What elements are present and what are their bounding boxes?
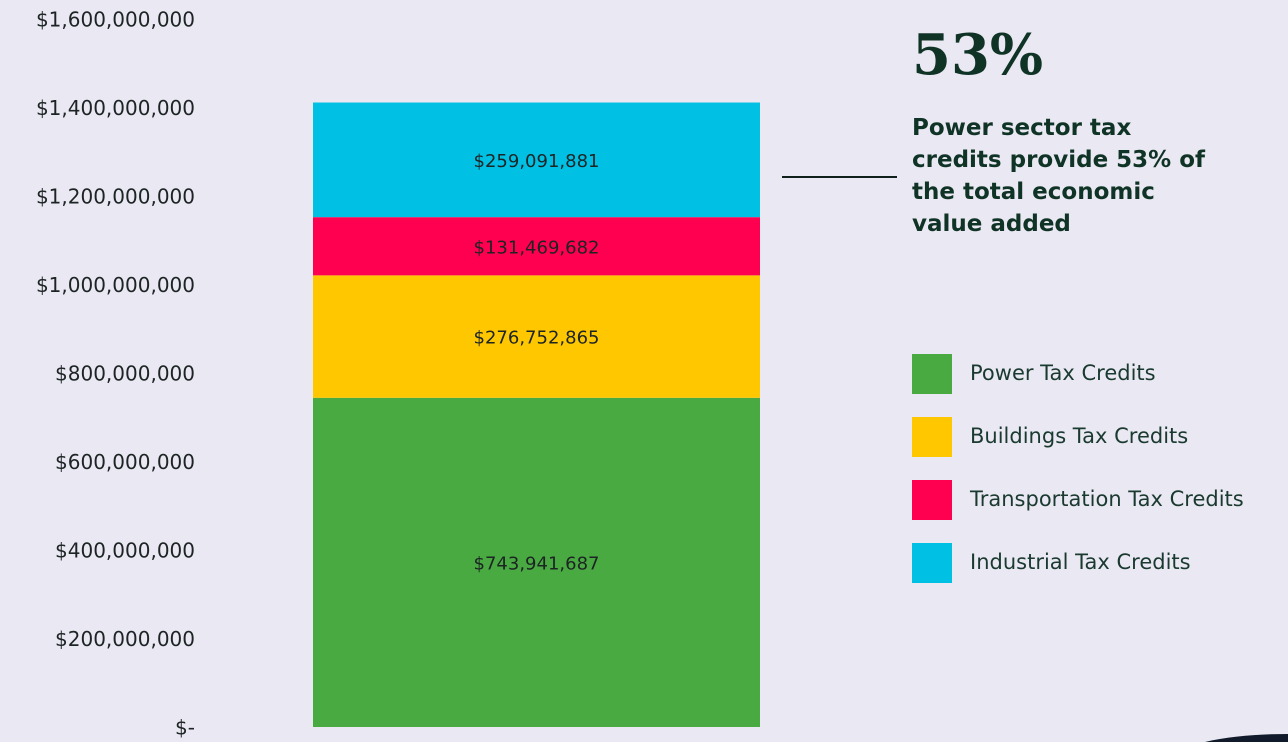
- legend-label: Industrial Tax Credits: [970, 550, 1191, 574]
- bar-segment: [313, 217, 760, 276]
- y-tick-label: $400,000,000: [55, 539, 195, 563]
- legend-swatch: [912, 417, 952, 457]
- y-tick-label: $200,000,000: [55, 627, 195, 651]
- bar-segment: [313, 275, 760, 398]
- data-label: $259,091,881: [474, 151, 600, 172]
- legend-swatch: [912, 543, 952, 583]
- annotation-text: Power sector tax credits provide 53% of …: [912, 115, 1206, 237]
- y-tick-label: $1,400,000,000: [36, 96, 195, 120]
- y-tick-label: $1,600,000,000: [36, 8, 195, 32]
- decoration: [1205, 734, 1288, 742]
- y-tick-label: $600,000,000: [55, 450, 195, 474]
- legend-swatch: [912, 480, 952, 520]
- legend-label: Buildings Tax Credits: [970, 424, 1188, 448]
- data-label: $131,469,682: [474, 237, 600, 258]
- y-tick-label: $-: [175, 716, 195, 740]
- y-tick-label: $1,000,000,000: [36, 273, 195, 297]
- data-label: $276,752,865: [474, 328, 600, 349]
- annotation-value: 53%: [912, 22, 1044, 88]
- bar-segment: [313, 397, 760, 727]
- legend-label: Power Tax Credits: [970, 361, 1156, 385]
- y-tick-label: $800,000,000: [55, 362, 195, 386]
- y-tick-label: $1,200,000,000: [36, 185, 195, 209]
- data-label: $743,941,687: [474, 553, 600, 574]
- bar-segment: [313, 102, 760, 218]
- legend-swatch: [912, 354, 952, 394]
- legend-label: Transportation Tax Credits: [969, 487, 1244, 511]
